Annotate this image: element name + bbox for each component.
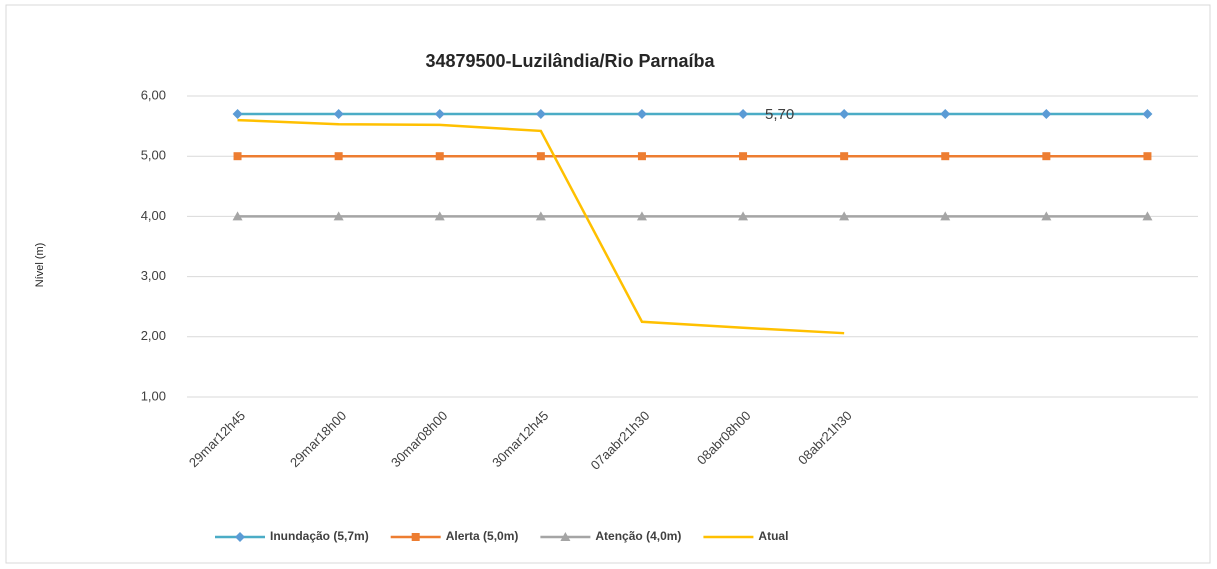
legend-label: Inundação (5,7m)	[270, 529, 369, 543]
chart-frame	[5, 4, 1211, 564]
y-axis-label: Nível (m)	[34, 243, 46, 288]
point-marker	[636, 211, 647, 221]
chart-title: 34879500-Luzilândia/Rio Parnaíba	[425, 51, 715, 71]
y-tick-label: 1,00	[141, 388, 166, 403]
data-label: 5,70	[765, 106, 794, 123]
point-marker	[840, 152, 849, 161]
y-tick-label: 4,00	[141, 208, 166, 223]
point-marker	[839, 109, 850, 120]
legend-label: Atenção (4,0m)	[595, 529, 681, 543]
point-marker	[1042, 152, 1051, 161]
legend-label: Alerta (5,0m)	[446, 529, 519, 543]
point-marker	[434, 109, 445, 120]
point-marker	[435, 152, 444, 161]
point-marker	[739, 152, 748, 161]
point-marker	[334, 152, 343, 161]
point-marker	[434, 211, 445, 221]
point-marker	[941, 152, 950, 161]
point-marker	[1143, 152, 1152, 161]
point-marker	[1142, 211, 1153, 221]
point-marker	[1041, 109, 1052, 120]
series-line	[237, 118, 845, 335]
point-marker	[1142, 109, 1153, 120]
legend-marker	[411, 533, 420, 541]
point-marker	[636, 109, 647, 120]
point-marker	[535, 109, 546, 120]
y-tick-label: 2,00	[141, 328, 166, 343]
y-tick-label: 6,00	[141, 87, 166, 102]
point-marker	[232, 109, 243, 120]
point-marker	[637, 152, 646, 161]
point-marker	[333, 211, 344, 221]
legend-marker	[560, 532, 571, 541]
point-marker	[1041, 211, 1052, 221]
point-marker	[535, 211, 546, 221]
point-marker	[940, 109, 951, 120]
point-marker	[940, 211, 951, 221]
legend-marker	[235, 532, 245, 542]
point-marker	[232, 211, 243, 221]
point-marker	[536, 152, 545, 161]
point-marker	[738, 211, 749, 221]
point-marker	[738, 109, 749, 120]
y-tick-label: 3,00	[141, 268, 166, 283]
point-marker	[333, 109, 344, 120]
legend-label: Atual	[758, 529, 788, 543]
point-marker	[839, 211, 850, 221]
y-tick-label: 5,00	[141, 148, 166, 163]
point-marker	[233, 152, 242, 161]
